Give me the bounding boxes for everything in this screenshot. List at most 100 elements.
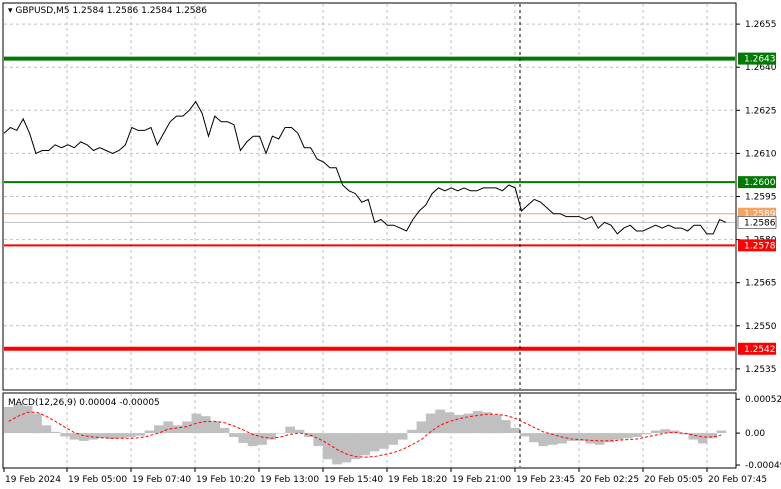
macd-bar (557, 433, 567, 444)
macd-histogram (4, 403, 727, 465)
symbol-label: GBPUSD,M5 (15, 6, 69, 16)
macd-bar (510, 427, 520, 434)
macd-bar (257, 433, 267, 445)
macd-bar (275, 433, 286, 434)
macd-bar (350, 433, 361, 460)
time-tick-label: 20 Feb 02:25 (580, 475, 639, 485)
macd-bar (669, 430, 680, 434)
macd-bar (154, 425, 164, 434)
macd-bar (97, 433, 108, 439)
macd-bar (397, 433, 408, 440)
macd-bar (4, 407, 14, 434)
macd-tick-label: -0.00049 (745, 461, 781, 471)
price-tick-label: 1.2640 (745, 63, 777, 73)
macd-bar (247, 433, 258, 447)
level-price-label: 1.2542 (744, 345, 776, 355)
macd-bar (622, 433, 633, 439)
macd-bar (116, 433, 127, 439)
ohlc-values: 1.2584 1.2586 1.2584 1.2586 (72, 6, 207, 16)
price-tick-label: 1.2550 (745, 322, 777, 332)
price-series-line (3, 100, 727, 235)
macd-bar (60, 433, 70, 437)
macd-bar (266, 433, 277, 440)
time-tick-label: 19 Feb 13:00 (260, 475, 319, 485)
price-tick-label: 1.2535 (745, 365, 777, 375)
time-tick-label: 19 Feb 18:20 (388, 475, 447, 485)
time-tick-label: 20 Feb 07:45 (708, 475, 767, 485)
level-price-tag (738, 52, 776, 65)
level-price-label: 1.2643 (744, 55, 776, 65)
macd-bar (529, 433, 539, 443)
macd-bar (407, 429, 417, 434)
price-tick-label: 1.2610 (745, 149, 777, 159)
time-tick-label: 19 Feb 05:00 (68, 475, 127, 485)
current-price-label: 1.2586 (744, 218, 776, 228)
macd-bar (200, 416, 211, 434)
main-grid (4, 4, 735, 389)
macd-bar (304, 433, 314, 437)
time-tick-label: 19 Feb 2024 (5, 475, 61, 485)
macd-bar (172, 425, 183, 434)
level-price-tag (738, 176, 776, 189)
macd-bar (285, 426, 295, 434)
macd-name: MACD(12,26,9) (8, 398, 76, 408)
macd-bar (463, 413, 474, 434)
time-tick-label: 19 Feb 10:20 (196, 475, 255, 485)
time-tick-label: 20 Feb 05:05 (644, 475, 703, 485)
macd-bar (519, 433, 530, 437)
price-tick-label: 1.2625 (745, 106, 777, 116)
macd-bar (13, 403, 24, 434)
macd-bar (716, 430, 727, 434)
macd-bar (547, 433, 558, 445)
macd-bar (238, 433, 249, 443)
price-tick-label: 1.2565 (745, 279, 777, 289)
macd-bar (472, 410, 483, 434)
macd-panel-border (2, 392, 737, 469)
level-price-label: 1.2589 (744, 210, 776, 220)
macd-bar (454, 414, 464, 434)
macd-bar (379, 433, 389, 449)
macd-bar (651, 430, 661, 434)
macd-tick-label: 0.00052 (745, 395, 781, 405)
price-axis: 1.26551.26401.26251.26101.25951.25801.25… (736, 20, 777, 375)
macd-bar (604, 433, 614, 443)
time-tick-label: 19 Feb 15:40 (324, 475, 383, 485)
time-tick-label: 19 Feb 07:40 (132, 475, 191, 485)
macd-bar (576, 433, 586, 441)
macd-bar (501, 420, 511, 434)
level-labels: 1.2643 1.2600 1.2589 1.2578 1.2542 1.2586 (737, 52, 777, 355)
macd-bar (360, 433, 370, 456)
macd-bar (679, 433, 689, 435)
macd-signal-line (8, 411, 722, 458)
macd-bar (210, 421, 220, 434)
macd-bar (416, 421, 427, 434)
macd-bar (125, 433, 136, 437)
macd-bar (69, 433, 80, 440)
macd-bar (632, 433, 642, 437)
price-tick-label: 1.2595 (745, 193, 777, 203)
horizontal-levels (4, 56, 735, 351)
macd-bar (229, 433, 239, 437)
macd-bar (538, 433, 549, 447)
macd-header: MACD(12,26,9) 0.00004 -0.00005 (8, 398, 160, 408)
time-axis: 19 Feb 2024 19 Feb 05:00 19 Feb 07:40 19 Fe… (3, 468, 767, 485)
level-price-label: 1.2578 (744, 241, 776, 251)
macd-bar (88, 433, 99, 440)
macd-bar (219, 427, 230, 434)
symbol-dropdown-icon[interactable]: ▾ (8, 6, 15, 16)
macd-bar (107, 433, 117, 439)
macd-axis: 0.00052 0.00 -0.00049 (736, 395, 781, 471)
chart-header: ▾ GBPUSD,M5 1.2584 1.2586 1.2584 1.2586 (8, 6, 207, 16)
macd-bar (50, 431, 61, 434)
macd-bar (491, 414, 502, 434)
price-tick-label: 1.2655 (745, 20, 777, 30)
macd-bar (32, 413, 42, 434)
time-tick-label: 19 Feb 21:00 (452, 475, 511, 485)
macd-bar (388, 433, 399, 445)
macd-bar (341, 433, 352, 463)
macd-bar (660, 429, 671, 434)
macd-bar (435, 409, 445, 434)
macd-bar (585, 433, 596, 444)
